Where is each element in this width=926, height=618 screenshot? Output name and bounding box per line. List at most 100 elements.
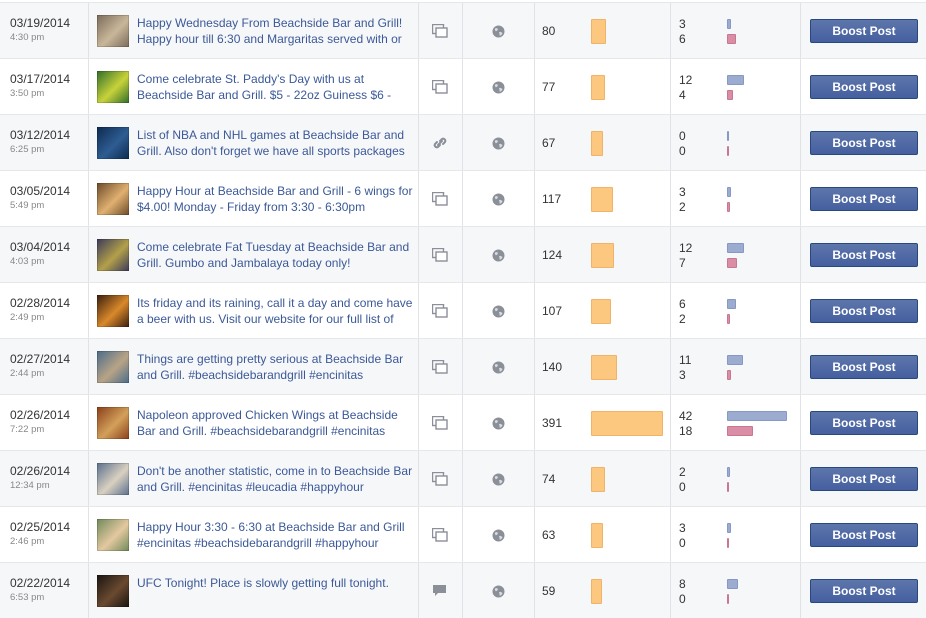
post-clicks-bar[interactable] [727,299,736,309]
post-date: 02/25/2014 [10,520,71,534]
boost-post-button[interactable]: Boost Post [810,243,918,267]
post-message-link[interactable]: Its friday and its raining, call it a da… [137,296,413,326]
post-thumbnail[interactable] [97,71,129,103]
post-thumbnail[interactable] [97,127,129,159]
post-date-cell: 03/04/2014 4:03 pm [0,227,89,282]
boost-post-button[interactable]: Boost Post [810,411,918,435]
reach-bar[interactable] [591,243,614,268]
reach-bar[interactable] [591,411,663,436]
globe-icon[interactable] [492,249,505,262]
post-thumbnail[interactable] [97,463,129,495]
reach-bar[interactable] [591,131,603,156]
globe-icon[interactable] [492,529,505,542]
reach-bar[interactable] [591,19,606,44]
post-thumbnail[interactable] [97,239,129,271]
post-reach-cell: 140 [535,339,671,394]
boost-post-button[interactable]: Boost Post [810,19,918,43]
globe-icon[interactable] [492,417,505,430]
post-engagement-cell: 11 3 [671,339,801,394]
boost-post-button[interactable]: Boost Post [810,75,918,99]
globe-icon[interactable] [492,361,505,374]
post-message-link[interactable]: Happy Wednesday From Beachside Bar and G… [137,16,403,46]
post-clicks-bar[interactable] [727,187,731,197]
globe-icon[interactable] [492,81,505,94]
reach-bar[interactable] [591,467,605,492]
post-clicks-bar[interactable] [727,19,731,29]
post-message-link[interactable]: Come celebrate Fat Tuesday at Beachside … [137,240,410,270]
post-message-link[interactable]: Come celebrate St. Paddy's Day with us a… [137,72,392,102]
post-likes-bar[interactable] [727,370,731,380]
post-thumbnail[interactable] [97,519,129,551]
post-cell: Things are getting pretty serious at Bea… [89,339,419,394]
post-likes-bar[interactable] [727,34,736,44]
post-clicks-bar[interactable] [727,243,744,253]
boost-post-button[interactable]: Boost Post [810,355,918,379]
post-row: 02/27/2014 2:44 pm Things are getting pret… [0,338,926,394]
post-likes-bar[interactable] [727,258,737,268]
reach-bar[interactable] [591,579,602,604]
boost-post-button[interactable]: Boost Post [810,467,918,491]
boost-post-button[interactable]: Boost Post [810,187,918,211]
post-likes-bar[interactable] [727,202,730,212]
globe-icon[interactable] [492,305,505,318]
boost-post-button[interactable]: Boost Post [810,523,918,547]
post-row: 02/26/2014 12:34 pm Don't be another stati… [0,450,926,506]
post-message-link[interactable]: UFC Tonight! Place is slowly getting ful… [137,576,389,590]
reach-bar[interactable] [591,299,611,324]
boost-post-button[interactable]: Boost Post [810,131,918,155]
post-likes-bar[interactable] [727,90,733,100]
post-type-cell [419,339,463,394]
globe-icon[interactable] [492,193,505,206]
post-clicks-value: 11 [679,353,692,367]
post-message-link[interactable]: Napoleon approved Chicken Wings at Beach… [137,408,398,438]
post-message-link[interactable]: Things are getting pretty serious at Bea… [137,352,404,382]
photo-icon [431,303,448,318]
post-message-link[interactable]: Happy Hour 3:30 - 6:30 at Beachside Bar … [137,520,405,550]
post-clicks-bar[interactable] [727,523,731,533]
post-likes-bar[interactable] [727,594,729,604]
post-clicks-bar[interactable] [727,131,729,141]
post-cell: Happy Wednesday From Beachside Bar and G… [89,3,419,58]
globe-icon[interactable] [492,473,505,486]
post-thumbnail[interactable] [97,351,129,383]
post-clicks-bar[interactable] [727,579,738,589]
reach-bar[interactable] [591,187,613,212]
post-clicks-value: 3 [679,521,686,535]
post-thumbnail[interactable] [97,295,129,327]
post-date: 03/05/2014 [10,184,71,198]
reach-bar[interactable] [591,355,617,380]
post-thumbnail[interactable] [97,407,129,439]
post-clicks-bar[interactable] [727,467,730,477]
post-targeting-cell [463,507,535,562]
globe-icon[interactable] [492,585,505,598]
boost-post-button[interactable]: Boost Post [810,579,918,603]
post-date: 02/27/2014 [10,352,71,366]
post-likes-bar[interactable] [727,314,730,324]
post-likes-bar[interactable] [727,146,729,156]
post-message-link[interactable]: Don't be another statistic, come in to B… [137,464,413,494]
post-clicks-bar[interactable] [727,411,787,421]
reach-bar[interactable] [591,523,603,548]
boost-post-button[interactable]: Boost Post [810,299,918,323]
post-likes-bar[interactable] [727,482,729,492]
post-time: 5:49 pm [10,200,45,211]
post-message-link[interactable]: List of NBA and NHL games at Beachside B… [137,128,405,158]
globe-icon[interactable] [492,25,505,38]
post-message-link[interactable]: Happy Hour at Beachside Bar and Grill - … [137,184,413,214]
post-likes-bar[interactable] [727,538,729,548]
reach-bar[interactable] [591,75,605,100]
post-time: 3:50 pm [10,88,45,99]
post-clicks-bar[interactable] [727,355,743,365]
post-targeting-cell [463,171,535,226]
post-thumbnail[interactable] [97,575,129,607]
post-thumbnail[interactable] [97,15,129,47]
globe-icon[interactable] [492,137,505,150]
post-clicks-value: 12 [679,241,693,255]
post-boost-cell: Boost Post [801,171,926,226]
reach-value: 74 [542,472,556,486]
post-likes-bar[interactable] [727,426,753,436]
post-clicks-bar[interactable] [727,75,744,85]
post-thumbnail[interactable] [97,183,129,215]
post-likes-value: 0 [679,592,686,606]
